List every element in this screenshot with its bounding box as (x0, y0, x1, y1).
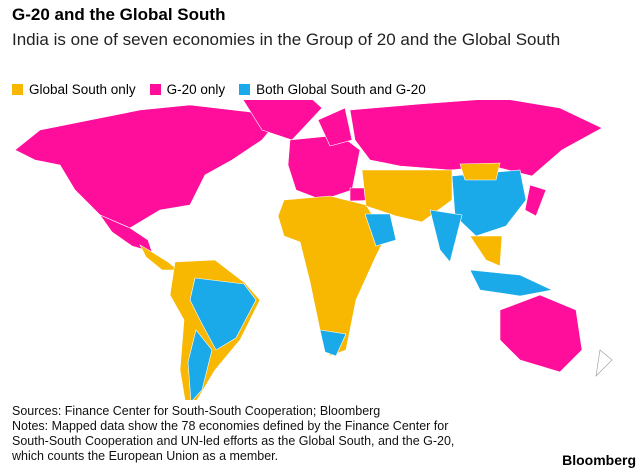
legend-swatch (239, 84, 251, 95)
country-region (469, 269, 553, 297)
country-region (187, 329, 213, 400)
legend-item: Global South only (12, 82, 136, 97)
world-map (14, 100, 613, 400)
country-region (189, 277, 257, 351)
country-region (287, 134, 361, 201)
country-region (14, 104, 281, 229)
notes-line: which counts the European Union as a mem… (12, 449, 279, 463)
country-region (595, 349, 613, 377)
country-region (364, 213, 397, 247)
country-region (361, 169, 453, 223)
country-region (349, 100, 603, 177)
country-region (524, 184, 547, 217)
legend-label: G-20 only (166, 82, 226, 97)
country-region (429, 209, 463, 263)
legend-item: G-20 only (149, 82, 226, 97)
footer: Sources: Finance Center for South-South … (12, 404, 454, 464)
country-region (499, 294, 583, 373)
country-region (469, 235, 503, 267)
country-region (319, 329, 347, 357)
country-region (139, 244, 179, 271)
legend-label: Global South only (29, 82, 136, 97)
subtitle: India is one of seven economies in the G… (12, 30, 561, 49)
country-region (459, 162, 501, 181)
country-region (242, 100, 323, 141)
legend-item: Both Global South and G-20 (239, 82, 426, 97)
sources: Sources: Finance Center for South-South … (12, 404, 381, 418)
legend-swatch (12, 84, 23, 95)
title: G-20 and the Global South (12, 5, 226, 24)
legend-swatch (149, 84, 161, 95)
notes-line: South-South Cooperation and UN-led effor… (12, 434, 455, 448)
notes-line: Notes: Mapped data show the 78 economies… (12, 419, 449, 433)
brand: Bloomberg (562, 452, 636, 468)
country-region (277, 195, 387, 357)
legend: Global South only G-20 only Both Global So… (12, 82, 426, 97)
country-region (317, 107, 353, 147)
legend-label: Both Global South and G-20 (256, 82, 426, 97)
